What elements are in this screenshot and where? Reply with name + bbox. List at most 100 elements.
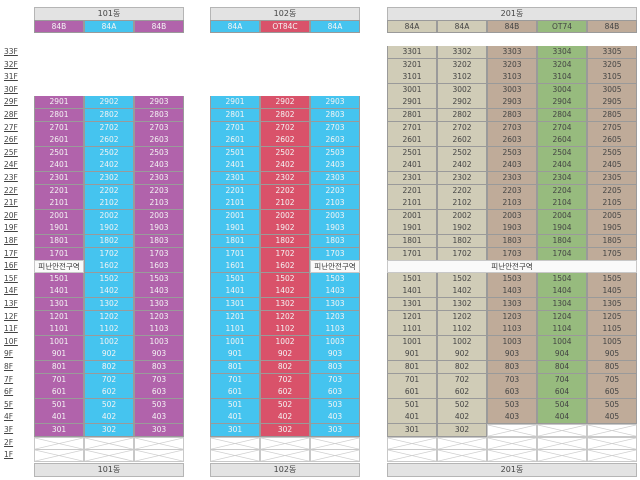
unit-cell[interactable]: 1801 bbox=[210, 235, 260, 249]
floor-label[interactable]: 4F bbox=[4, 412, 14, 422]
unit-cell[interactable]: 1305 bbox=[587, 298, 637, 312]
unit-cell[interactable]: 2304 bbox=[537, 172, 587, 186]
unit-cell[interactable]: 3305 bbox=[587, 46, 637, 60]
floor-label[interactable]: 12F bbox=[4, 311, 18, 321]
unit-cell[interactable]: 701 bbox=[34, 373, 84, 387]
unit-cell[interactable]: 1102 bbox=[437, 323, 487, 337]
unit-cell[interactable]: 901 bbox=[387, 348, 437, 362]
unit-cell[interactable]: 2502 bbox=[84, 146, 134, 160]
unit-cell[interactable]: 2201 bbox=[387, 184, 437, 198]
unit-cell[interactable]: 1703 bbox=[134, 247, 184, 261]
unit-cell[interactable]: 1602 bbox=[84, 260, 134, 274]
unit-cell[interactable]: 1704 bbox=[537, 247, 587, 261]
floor-label[interactable]: 7F bbox=[4, 374, 14, 384]
unit-cell[interactable]: 1602 bbox=[260, 260, 310, 274]
unit-cell[interactable]: 1903 bbox=[134, 222, 184, 236]
floor-label[interactable]: 20F bbox=[4, 210, 18, 220]
unit-cell[interactable]: 2402 bbox=[260, 159, 310, 173]
unit-cell[interactable]: 2503 bbox=[134, 146, 184, 160]
unit-cell[interactable]: 2905 bbox=[587, 96, 637, 110]
unit-cell[interactable]: 2601 bbox=[210, 134, 260, 148]
unit-cell[interactable]: 2003 bbox=[487, 209, 537, 223]
floor-label[interactable]: 17F bbox=[4, 248, 18, 258]
unit-cell[interactable]: 403 bbox=[487, 411, 537, 425]
unit-cell[interactable]: 2501 bbox=[210, 146, 260, 160]
floor-label[interactable]: 2F bbox=[4, 437, 14, 447]
unit-cell[interactable]: 602 bbox=[437, 386, 487, 400]
floor-label[interactable]: 11F bbox=[4, 324, 18, 334]
unit-cell[interactable]: 2901 bbox=[210, 96, 260, 110]
unit-cell[interactable]: 3304 bbox=[537, 46, 587, 60]
floor-label[interactable]: 25F bbox=[4, 147, 18, 157]
unit-cell[interactable]: 1304 bbox=[537, 298, 587, 312]
unit-cell[interactable]: 502 bbox=[260, 398, 310, 412]
unit-cell[interactable]: 1003 bbox=[134, 335, 184, 349]
unit-cell[interactable]: 3204 bbox=[537, 58, 587, 72]
unit-cell[interactable]: 3001 bbox=[387, 83, 437, 97]
unit-cell[interactable]: 2305 bbox=[587, 172, 637, 186]
unit-cell[interactable]: 501 bbox=[387, 398, 437, 412]
unit-cell[interactable]: 1904 bbox=[537, 222, 587, 236]
unit-cell[interactable]: 1003 bbox=[310, 335, 360, 349]
unit-cell[interactable]: 1402 bbox=[260, 285, 310, 299]
unit-cell[interactable]: 1001 bbox=[34, 335, 84, 349]
unit-cell[interactable]: 1402 bbox=[84, 285, 134, 299]
unit-cell[interactable]: 301 bbox=[210, 424, 260, 438]
unit-cell[interactable]: 604 bbox=[537, 386, 587, 400]
unit-cell[interactable]: 701 bbox=[387, 373, 437, 387]
unit-cell[interactable]: 1202 bbox=[260, 310, 310, 324]
unit-cell[interactable]: 1503 bbox=[310, 272, 360, 286]
unit-cell[interactable]: 1001 bbox=[210, 335, 260, 349]
floor-label[interactable]: 6F bbox=[4, 387, 14, 397]
unit-cell[interactable]: 803 bbox=[134, 361, 184, 375]
unit-cell[interactable]: 2202 bbox=[260, 184, 310, 198]
unit-cell[interactable]: 1902 bbox=[84, 222, 134, 236]
unit-cell[interactable]: 2802 bbox=[437, 109, 487, 123]
unit-cell[interactable]: 1201 bbox=[34, 310, 84, 324]
unit-cell[interactable]: 703 bbox=[134, 373, 184, 387]
unit-cell[interactable]: 1804 bbox=[537, 235, 587, 249]
unit-cell[interactable]: 1101 bbox=[210, 323, 260, 337]
floor-label[interactable]: 5F bbox=[4, 399, 14, 409]
unit-cell[interactable]: 1101 bbox=[34, 323, 84, 337]
unit-cell[interactable]: 2003 bbox=[310, 209, 360, 223]
unit-cell[interactable]: 2201 bbox=[34, 184, 84, 198]
unit-cell[interactable]: 2802 bbox=[84, 109, 134, 123]
unit-cell[interactable]: 1903 bbox=[310, 222, 360, 236]
floor-label[interactable]: 29F bbox=[4, 97, 18, 107]
unit-cell[interactable]: 1701 bbox=[34, 247, 84, 261]
unit-cell[interactable]: 804 bbox=[537, 361, 587, 375]
unit-cell[interactable]: 2602 bbox=[84, 134, 134, 148]
unit-cell[interactable]: 3101 bbox=[387, 71, 437, 85]
unit-cell[interactable]: 2203 bbox=[310, 184, 360, 198]
floor-label[interactable]: 21F bbox=[4, 198, 18, 208]
unit-cell[interactable]: 904 bbox=[537, 348, 587, 362]
unit-cell[interactable]: 1303 bbox=[134, 298, 184, 312]
unit-cell[interactable]: 2002 bbox=[437, 209, 487, 223]
unit-cell[interactable]: 2102 bbox=[84, 197, 134, 211]
unit-cell[interactable]: 2101 bbox=[210, 197, 260, 211]
unit-cell[interactable]: 503 bbox=[134, 398, 184, 412]
floor-label[interactable]: 13F bbox=[4, 299, 18, 308]
unit-cell[interactable]: 1002 bbox=[84, 335, 134, 349]
unit-cell[interactable]: 1202 bbox=[437, 310, 487, 324]
floor-label[interactable]: 31F bbox=[4, 72, 18, 82]
unit-cell[interactable]: 2601 bbox=[387, 134, 437, 148]
unit-cell[interactable]: 1201 bbox=[387, 310, 437, 324]
unit-cell[interactable]: 1502 bbox=[84, 272, 134, 286]
unit-cell[interactable]: 2502 bbox=[260, 146, 310, 160]
unit-cell[interactable]: 2002 bbox=[84, 209, 134, 223]
unit-cell[interactable]: 3103 bbox=[487, 71, 537, 85]
unit-cell[interactable]: 2901 bbox=[387, 96, 437, 110]
unit-cell[interactable]: 1205 bbox=[587, 310, 637, 324]
unit-cell[interactable]: 502 bbox=[84, 398, 134, 412]
unit-cell[interactable]: 2001 bbox=[34, 209, 84, 223]
unit-cell[interactable]: 2705 bbox=[587, 121, 637, 135]
unit-cell[interactable]: 2605 bbox=[587, 134, 637, 148]
unit-cell[interactable]: 1802 bbox=[437, 235, 487, 249]
floor-label[interactable]: 23F bbox=[4, 173, 18, 182]
unit-cell[interactable]: 2703 bbox=[310, 121, 360, 135]
unit-cell[interactable]: 2402 bbox=[84, 159, 134, 173]
unit-cell[interactable]: 803 bbox=[310, 361, 360, 375]
unit-cell[interactable]: 1103 bbox=[134, 323, 184, 337]
